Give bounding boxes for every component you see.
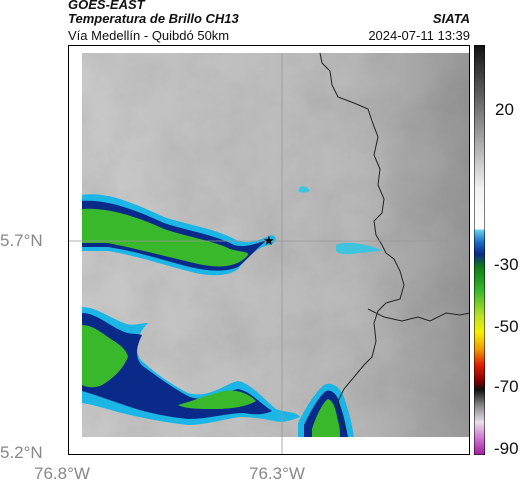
satellite-map: ★ <box>68 45 470 455</box>
colorbar-label: -30 <box>494 255 519 274</box>
lat-tick-label: 5.7°N <box>0 231 43 250</box>
colorbar-label: -70 <box>494 377 519 396</box>
colorbar-label: 20 <box>495 100 514 119</box>
product-title: Temperatura de Brillo CH13 <box>68 11 239 26</box>
lon-tick-label: 76.3°W <box>249 464 305 483</box>
timestamp-label: 2024-07-11 13:39 <box>368 28 470 43</box>
route-subtitle: Vía Medellín - Quibdó 50km <box>68 28 230 43</box>
lat-tick-label: 5.2°N <box>0 443 43 462</box>
colorbar-label: -90 <box>494 439 519 458</box>
cold-cloud-tops <box>82 186 382 437</box>
location-star-icon: ★ <box>263 234 275 249</box>
satellite-title: GOES-EAST <box>68 0 145 12</box>
colorbar <box>474 45 485 455</box>
lon-tick-label: 76.8°W <box>34 464 90 483</box>
colorbar-label: -50 <box>494 317 519 336</box>
organization-label: SIATA <box>432 11 470 26</box>
border-line <box>319 52 405 434</box>
